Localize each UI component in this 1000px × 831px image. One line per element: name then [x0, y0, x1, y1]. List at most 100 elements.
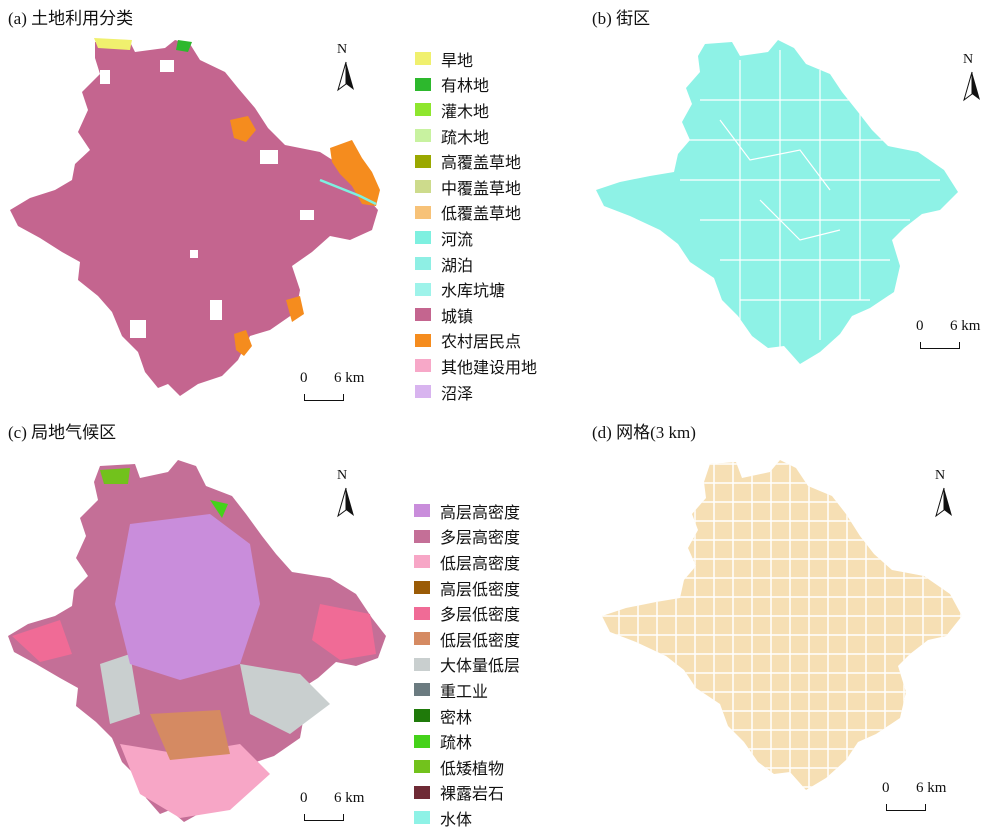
legend-item: 农村居民点 [415, 328, 537, 354]
legend-item: 疏林 [414, 728, 520, 754]
scale-bar: 0 6 km [300, 370, 364, 408]
forest [176, 40, 192, 52]
legend-label: 密林 [440, 709, 473, 727]
legend-label: 疏木地 [441, 129, 490, 147]
north-arrow: N [334, 468, 358, 520]
north-arrow-icon [935, 487, 952, 518]
legend-item: 中覆盖草地 [415, 174, 537, 200]
legend-swatch [415, 282, 431, 296]
grid-map [602, 460, 962, 790]
north-arrow-icon [337, 487, 354, 518]
rural-settlement [330, 140, 380, 206]
legend-label: 高层高密度 [440, 504, 521, 522]
legend-label: 低层低密度 [440, 632, 521, 650]
lcz-high-rise-compact [115, 514, 260, 680]
legend-label: 旱地 [441, 52, 474, 70]
lcz-low-rise-open [150, 710, 230, 760]
lcz-large-low-rise [100, 654, 140, 724]
scale-bar: 0 6 km [300, 790, 364, 828]
legend-label: 河流 [441, 231, 474, 249]
legend-label: 其他建设用地 [441, 359, 538, 377]
legend-item: 大体量低层 [414, 652, 520, 678]
panel-land-use: (a) 土地利用分类 N 0 6 km 旱地 有林地 灌木地 疏木地 高覆盖草地 中覆盖草 [0, 0, 537, 414]
legend-item: 低矮植物 [414, 754, 520, 780]
north-arrow: N [932, 468, 956, 520]
legend-swatch [414, 504, 430, 518]
legend-label: 农村居民点 [441, 334, 522, 352]
legend-label: 高层低密度 [440, 581, 521, 599]
legend-label: 中覆盖草地 [441, 180, 522, 198]
legend-swatch [414, 709, 430, 723]
legend-label: 水体 [440, 811, 473, 829]
holes [100, 60, 314, 338]
legend-swatch [414, 811, 430, 825]
legend-label: 水库坑塘 [441, 283, 506, 301]
legend-item: 城镇 [415, 302, 537, 328]
legend-swatch [414, 657, 430, 671]
legend-item: 水体 [414, 805, 520, 831]
legend-item: 灌木地 [415, 97, 537, 123]
legend-swatch [415, 154, 431, 168]
lcz-large-low-rise [240, 664, 330, 734]
legend-lcz: 高层高密度多层高密度低层高密度高层低密度 多层低密度低层低密度大体量低层 重工业密林… [414, 498, 520, 831]
legend-land-use: 旱地有林地灌木地疏木地高覆盖草地中覆盖草地低覆盖草地河流湖泊水库坑塘城镇农村居民… [415, 46, 537, 404]
legend-label: 高覆盖草地 [441, 155, 522, 173]
legend-item: 低层高密度 [414, 549, 520, 575]
panel-title: (c) 局地气候区 [8, 423, 117, 442]
legend-label: 湖泊 [441, 257, 474, 275]
legend-label: 城镇 [441, 308, 474, 326]
legend-swatch [415, 231, 431, 245]
lcz-mid-rise-open [312, 604, 376, 660]
north-arrow: N [960, 52, 984, 104]
legend-item: 高层低密度 [414, 575, 520, 601]
rural-settlement [286, 296, 304, 322]
legend-label: 沼泽 [441, 385, 474, 403]
rural-settlement [230, 116, 256, 142]
legend-swatch [415, 359, 431, 373]
river [319, 178, 377, 206]
urban-area [10, 40, 378, 396]
legend-item: 重工业 [414, 677, 520, 703]
legend-swatch [415, 333, 431, 347]
legend-swatch [414, 632, 430, 646]
legend-label: 灌木地 [441, 103, 490, 121]
legend-item: 湖泊 [415, 251, 537, 277]
legend-item: 多层低密度 [414, 600, 520, 626]
legend-label: 裸露岩石 [440, 786, 505, 804]
legend-label: 低层高密度 [440, 555, 521, 573]
north-arrow: N [334, 42, 358, 94]
lcz-mid-rise-open [12, 620, 72, 662]
legend-swatch [414, 760, 430, 774]
scale-bar: 0 6 km [916, 318, 980, 356]
blocks-map [596, 40, 958, 364]
legend-swatch [414, 785, 430, 799]
legend-label: 低矮植物 [440, 760, 505, 778]
legend-item: 河流 [415, 225, 537, 251]
legend-swatch [414, 529, 430, 543]
legend-item: 其他建设用地 [415, 353, 537, 379]
legend-item: 沼泽 [415, 379, 537, 405]
legend-item: 高层高密度 [414, 498, 520, 524]
legend-item: 裸露岩石 [414, 780, 520, 806]
lcz-low-rise-compact [120, 744, 270, 818]
panel-grid: (d) 网格(3 km) N 0 6 km [500, 414, 1000, 828]
legend-swatch [415, 180, 431, 194]
north-arrow-icon [963, 71, 980, 102]
legend-swatch [415, 77, 431, 91]
legend-item: 有林地 [415, 72, 537, 98]
legend-swatch [414, 683, 430, 697]
panel-title: (b) 街区 [592, 9, 651, 28]
legend-swatch [415, 129, 431, 143]
panel-lcz: (c) 局地气候区 N 0 6 km 高层高密度多层高密度低层高密度高层低密度多… [0, 414, 520, 829]
blocks-area [596, 40, 958, 364]
legend-label: 有林地 [441, 78, 490, 96]
legend-swatch [414, 555, 430, 569]
legend-label: 低覆盖草地 [441, 206, 522, 224]
rural-settlement [234, 330, 252, 356]
legend-swatch [414, 581, 430, 595]
legend-item: 高覆盖草地 [415, 148, 537, 174]
legend-label: 疏林 [440, 735, 473, 753]
lcz-map [8, 460, 386, 822]
legend-label: 多层高密度 [440, 530, 521, 548]
legend-item: 低层低密度 [414, 626, 520, 652]
